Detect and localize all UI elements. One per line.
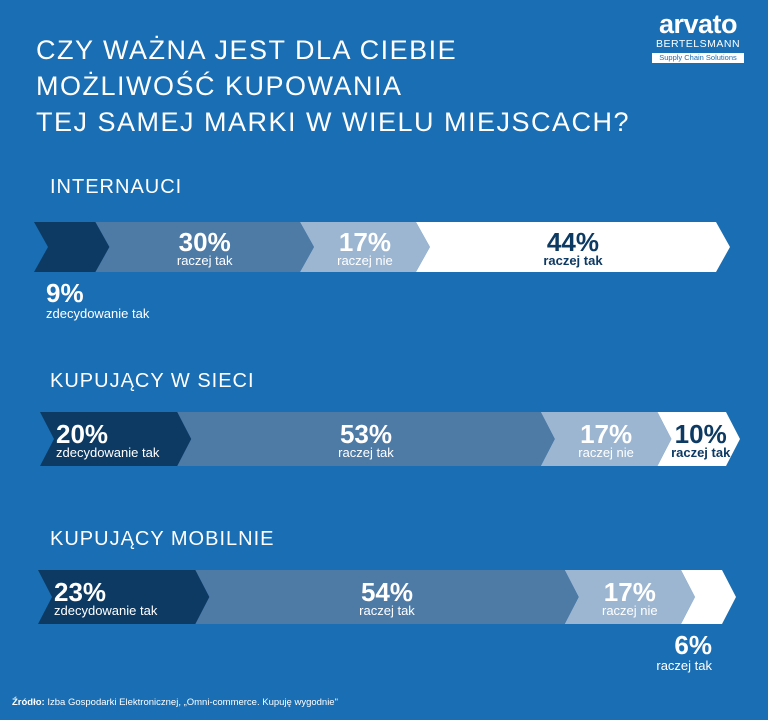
value-label-1-4: 44% xyxy=(547,227,599,257)
value-label-2-2: 53% xyxy=(340,419,392,449)
bar-segment-3-2 xyxy=(195,570,579,624)
series-label-1-1: zdecydowanie tak xyxy=(46,306,150,321)
bar-segment-3-4 xyxy=(680,570,736,624)
value-label-3-4: 6% xyxy=(674,630,712,660)
bar-segment-1-1 xyxy=(34,222,110,272)
bar-segment-1-4 xyxy=(415,222,730,272)
logo-word: arvato xyxy=(658,9,738,39)
bar-segment-2-3 xyxy=(540,412,672,466)
series-label-3-1: zdecydowanie tak xyxy=(54,603,158,618)
value-label-2-1: 20% xyxy=(56,419,108,449)
bar-segment-3-3 xyxy=(564,570,695,624)
series-label-3-3: raczej nie xyxy=(602,603,658,618)
bar-segment-2-2 xyxy=(177,412,555,466)
logo-tag: Supply Chain Solutions xyxy=(652,53,744,63)
series-label-2-3: raczej nie xyxy=(578,445,634,460)
series-label-2-4: raczej tak xyxy=(671,445,731,460)
bar-segment-2-4 xyxy=(657,412,740,466)
value-label-1-2: 30% xyxy=(179,227,231,257)
source-text: Izba Gospodarki Elektronicznej, „Omni-co… xyxy=(47,697,338,708)
chart-title: CZY WAŻNA JEST DLA CIEBIE MOŻLIWOŚĆ KUPO… xyxy=(36,32,630,140)
bar-segment-3-1 xyxy=(38,570,210,624)
group-label-kupujacy-w-sieci: KUPUJĄCY W SIECI xyxy=(50,370,255,392)
series-label-1-2: raczej tak xyxy=(177,253,233,268)
value-label-1-3: 17% xyxy=(339,227,391,257)
source-label: Źródło: xyxy=(12,697,45,708)
arvato-logo: arvato BERTELSMANN Supply Chain Solution… xyxy=(646,10,750,63)
value-label-2-3: 17% xyxy=(580,419,632,449)
value-label-3-2: 54% xyxy=(361,577,413,607)
value-label-2-4: 10% xyxy=(675,419,727,449)
value-label-1-1: 9% xyxy=(46,278,84,308)
group-label-kupujacy-mobilnie: KUPUJĄCY MOBILNIE xyxy=(50,528,275,550)
series-label-2-1: zdecydowanie tak xyxy=(56,445,160,460)
bar-segment-1-3 xyxy=(299,222,430,272)
series-label-1-3: raczej nie xyxy=(337,253,393,268)
series-label-1-4: raczej tak xyxy=(543,253,603,268)
series-label-2-2: raczej tak xyxy=(338,445,394,460)
bar-segment-1-2 xyxy=(95,222,314,272)
value-label-3-3: 17% xyxy=(604,577,656,607)
logo-sub: BERTELSMANN xyxy=(655,38,741,50)
source-note: Źródło: Izba Gospodarki Elektronicznej, … xyxy=(12,697,338,708)
series-label-3-4: raczej tak xyxy=(656,658,712,673)
bar-segment-2-1 xyxy=(40,412,192,466)
value-label-3-1: 23% xyxy=(54,577,106,607)
title-line-3: TEJ SAMEJ MARKI W WIELU MIEJSCACH? xyxy=(36,107,631,137)
group-label-internauci: INTERNAUCI xyxy=(50,176,183,198)
title-line-2: MOŻLIWOŚĆ KUPOWANIA xyxy=(36,71,403,101)
title-line-1: CZY WAŻNA JEST DLA CIEBIE xyxy=(36,35,458,65)
series-label-3-2: raczej tak xyxy=(359,603,415,618)
